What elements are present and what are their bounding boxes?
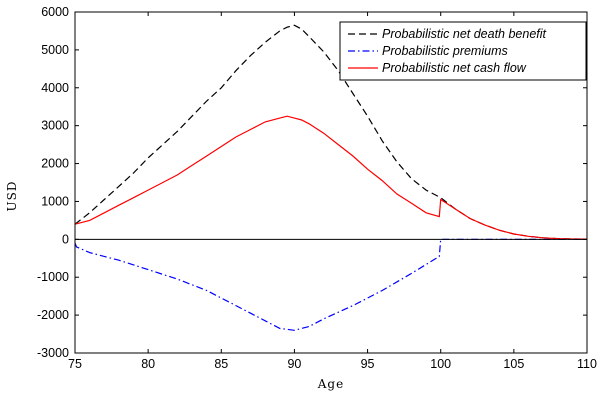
x-tick-label: 75: [68, 357, 82, 371]
y-tick-label: 4000: [41, 81, 69, 95]
y-tick-label: 6000: [41, 5, 69, 19]
x-tick-label: 80: [141, 357, 155, 371]
series-line-1: [74, 238, 587, 331]
y-tick-label: 1000: [41, 194, 69, 208]
x-tick-label: 90: [287, 357, 301, 371]
series-layer: [74, 24, 588, 331]
x-tick-label: 85: [214, 357, 228, 371]
legend-label-1: Probabilistic premiums: [382, 44, 508, 58]
y-tick-label: -1000: [37, 270, 69, 284]
plot-frame: [74, 11, 588, 354]
x-tick-label: 105: [503, 357, 524, 371]
legend-box: [339, 21, 587, 81]
series-line-2: [74, 115, 588, 240]
legend: Probabilistic net death benefit Probabil…: [339, 21, 587, 81]
series-line-0: [74, 24, 588, 240]
x-tick-label: 110: [577, 357, 597, 371]
x-axis-title: Age: [317, 377, 344, 391]
x-tick-label: 95: [361, 357, 375, 371]
y-tick-label: 3000: [41, 119, 69, 133]
legend-label-0: Probabilistic net death benefit: [382, 27, 547, 41]
legend-label-2: Probabilistic net cash flow: [382, 61, 527, 75]
x-tick-label: 100: [430, 357, 451, 371]
y-tick-label: 5000: [41, 43, 69, 57]
tick-layer: 75 80 85 90 95 100 105 110 -3000 -2000 -1000 0 1000 2…: [37, 5, 597, 371]
y-axis-title: USD: [5, 181, 19, 212]
y-tick-label: 2000: [41, 157, 69, 171]
y-tick-label: 0: [62, 232, 69, 246]
y-tick-label: -2000: [37, 308, 69, 322]
y-tick-label: -3000: [37, 346, 69, 360]
